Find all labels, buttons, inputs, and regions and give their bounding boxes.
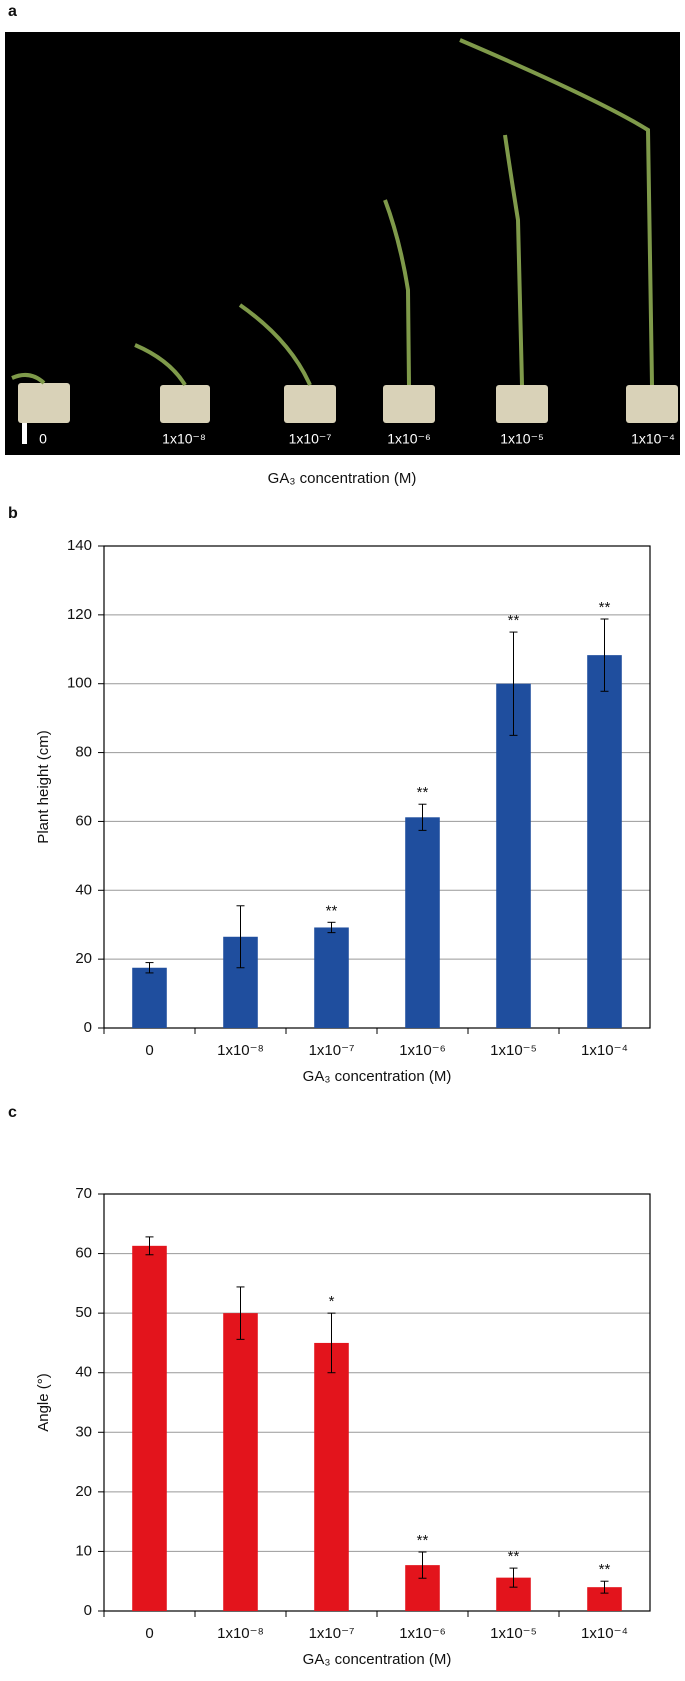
bar — [405, 817, 440, 1028]
y-tick-label: 0 — [84, 1019, 92, 1036]
bar — [314, 927, 349, 1028]
y-tick-label: 120 — [67, 606, 92, 623]
panel-label: b — [8, 505, 18, 522]
y-tick-label: 60 — [75, 1245, 92, 1262]
bar — [496, 683, 531, 1028]
panel-label: a — [8, 3, 17, 20]
x-tick-label: 0 — [145, 1625, 153, 1642]
significance: ** — [417, 1532, 429, 1549]
y-tick-label: 140 — [67, 537, 92, 554]
x-tick-label: 1x10⁻⁴ — [581, 1625, 628, 1642]
significance: ** — [508, 1548, 520, 1565]
x-axis-title: GA₃ concentration (M) — [268, 470, 417, 487]
x-tick-label: 1x10⁻⁶ — [399, 1625, 446, 1642]
significance: * — [329, 1293, 335, 1310]
bar — [314, 1342, 349, 1611]
y-tick-label: 20 — [75, 1483, 92, 1500]
bar — [132, 967, 167, 1028]
significance: ** — [599, 599, 611, 616]
bar — [587, 1587, 622, 1611]
significance: ** — [508, 612, 520, 629]
y-tick-label: 80 — [75, 744, 92, 761]
x-tick-label: 1x10⁻⁵ — [490, 1625, 537, 1642]
bar — [587, 655, 622, 1028]
x-tick-label: 1x10⁻⁸ — [217, 1042, 264, 1059]
significance: ** — [417, 784, 429, 801]
photo-label: 1x10⁻⁵ — [500, 431, 544, 447]
x-tick-label: 1x10⁻⁷ — [309, 1625, 355, 1642]
x-axis-title: GA₃ concentration (M) — [303, 1068, 452, 1085]
y-tick-label: 50 — [75, 1304, 92, 1321]
x-tick-label: 1x10⁻⁴ — [581, 1042, 628, 1059]
photo-label: 1x10⁻⁸ — [162, 431, 206, 447]
y-tick-label: 30 — [75, 1423, 92, 1440]
plot-frame — [103, 545, 651, 1029]
x-tick-label: 1x10⁻⁸ — [217, 1625, 264, 1642]
y-tick-label: 0 — [84, 1602, 92, 1619]
photo-label: 1x10⁻⁷ — [289, 431, 332, 447]
panel-label: c — [8, 1104, 17, 1121]
x-tick-label: 1x10⁻⁶ — [399, 1042, 446, 1059]
significance: ** — [326, 902, 338, 919]
x-tick-label: 0 — [145, 1042, 153, 1059]
x-tick-label: 1x10⁻⁵ — [490, 1042, 537, 1059]
plot-frame — [103, 1193, 651, 1612]
y-tick-label: 40 — [75, 1364, 92, 1381]
y-tick-label: 100 — [67, 675, 92, 692]
y-tick-label: 10 — [75, 1542, 92, 1559]
photo-label: 1x10⁻⁶ — [387, 431, 431, 447]
y-tick-label: 20 — [75, 950, 92, 967]
y-tick-label: 60 — [75, 812, 92, 829]
photo-label: 0 — [39, 431, 47, 447]
x-axis-title: GA₃ concentration (M) — [303, 1651, 452, 1668]
bar — [132, 1245, 167, 1611]
y-tick-label: 70 — [75, 1185, 92, 1202]
y-axis-title: Angle (°) — [35, 1373, 52, 1432]
bar — [223, 1313, 258, 1611]
x-tick-label: 1x10⁻⁷ — [309, 1042, 355, 1059]
photo-label: 1x10⁻⁴ — [631, 431, 675, 447]
significance: ** — [599, 1561, 611, 1578]
y-axis-title: Plant height (cm) — [35, 730, 52, 843]
y-tick-label: 40 — [75, 881, 92, 898]
photo — [5, 32, 680, 455]
